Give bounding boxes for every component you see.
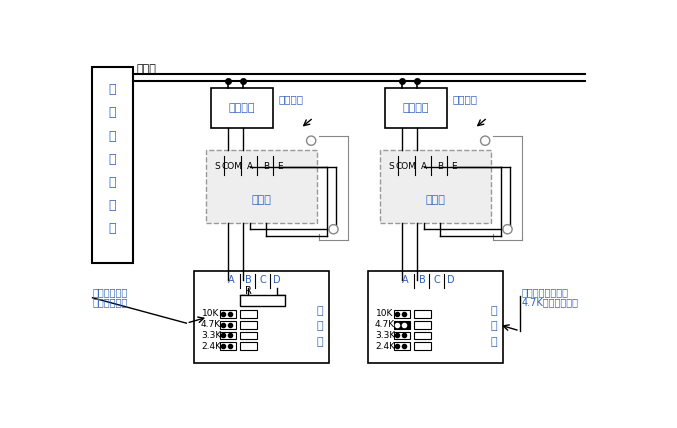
Circle shape (329, 225, 338, 234)
Text: R: R (244, 286, 251, 296)
Bar (240, 342, 257, 350)
Text: 2.4K: 2.4K (201, 342, 221, 351)
Text: 灾: 灾 (109, 107, 116, 119)
Text: 终: 终 (316, 306, 323, 316)
Bar (194, 271, 329, 363)
Bar (414, 321, 431, 329)
Bar (206, 150, 318, 223)
Circle shape (481, 136, 489, 145)
Text: B: B (244, 275, 251, 285)
Bar (414, 310, 431, 318)
Text: D: D (447, 275, 455, 285)
Circle shape (503, 225, 512, 234)
Text: 感温电缆: 感温电缆 (453, 94, 478, 104)
Bar (220, 332, 236, 339)
Bar (394, 321, 410, 329)
Text: A: A (247, 162, 253, 171)
Text: 3.3K: 3.3K (375, 331, 395, 340)
Bar (368, 271, 503, 363)
Text: 提供的匹配器: 提供的匹配器 (93, 297, 128, 307)
Bar (211, 88, 273, 128)
Text: 接线盒: 接线盒 (252, 195, 271, 205)
Text: 输入模块: 输入模块 (229, 103, 255, 113)
Text: A: A (227, 275, 234, 285)
Text: C: C (259, 275, 266, 285)
Text: C: C (433, 275, 440, 285)
Bar (394, 342, 410, 350)
Text: 使用输入模块: 使用输入模块 (93, 287, 128, 297)
Text: E: E (452, 162, 457, 171)
Text: 盒: 盒 (316, 337, 323, 347)
Bar (240, 332, 257, 339)
Text: D: D (274, 275, 281, 285)
Bar (220, 321, 236, 329)
Text: 端: 端 (490, 321, 497, 331)
Text: S: S (215, 162, 220, 171)
Text: 火: 火 (109, 83, 116, 96)
Bar (240, 310, 257, 318)
Text: B: B (263, 162, 269, 171)
Text: 控: 控 (109, 176, 116, 189)
Text: 器: 器 (109, 222, 116, 235)
Text: E: E (278, 162, 283, 171)
Text: 10K: 10K (202, 309, 220, 318)
Bar (93, 67, 133, 263)
Text: 2.4K: 2.4K (375, 342, 395, 351)
Bar (394, 332, 410, 339)
Text: 报: 报 (109, 130, 116, 143)
Text: 4.7K: 4.7K (375, 320, 395, 329)
Text: 感温电缆: 感温电缆 (279, 94, 304, 104)
Bar (380, 150, 492, 223)
Text: 接线盒: 接线盒 (426, 195, 445, 205)
Text: 4.7K: 4.7K (201, 320, 221, 329)
Text: B: B (418, 275, 425, 285)
Text: S: S (389, 162, 394, 171)
Text: 二总线: 二总线 (136, 64, 156, 74)
Bar (240, 295, 285, 306)
Text: 使用终端盒提供的: 使用终端盒提供的 (521, 287, 569, 297)
Text: 10K: 10K (376, 309, 394, 318)
Text: A: A (401, 275, 408, 285)
Bar (240, 321, 257, 329)
Text: 3.3K: 3.3K (201, 331, 221, 340)
Bar (220, 342, 236, 350)
Text: 制: 制 (109, 199, 116, 212)
Text: COM: COM (395, 162, 416, 171)
Circle shape (307, 136, 315, 145)
Text: COM: COM (221, 162, 242, 171)
Bar (394, 310, 410, 318)
Text: 警: 警 (109, 153, 116, 166)
Text: 盒: 盒 (490, 337, 497, 347)
Text: 终: 终 (490, 306, 497, 316)
Text: 输入模块: 输入模块 (403, 103, 429, 113)
Bar (414, 332, 431, 339)
Text: B: B (437, 162, 443, 171)
Text: 端: 端 (316, 321, 323, 331)
Text: A: A (421, 162, 427, 171)
Bar (414, 342, 431, 350)
Text: 4.7K电阻作匹配器: 4.7K电阻作匹配器 (521, 297, 578, 307)
Bar (220, 310, 236, 318)
Bar (385, 88, 447, 128)
